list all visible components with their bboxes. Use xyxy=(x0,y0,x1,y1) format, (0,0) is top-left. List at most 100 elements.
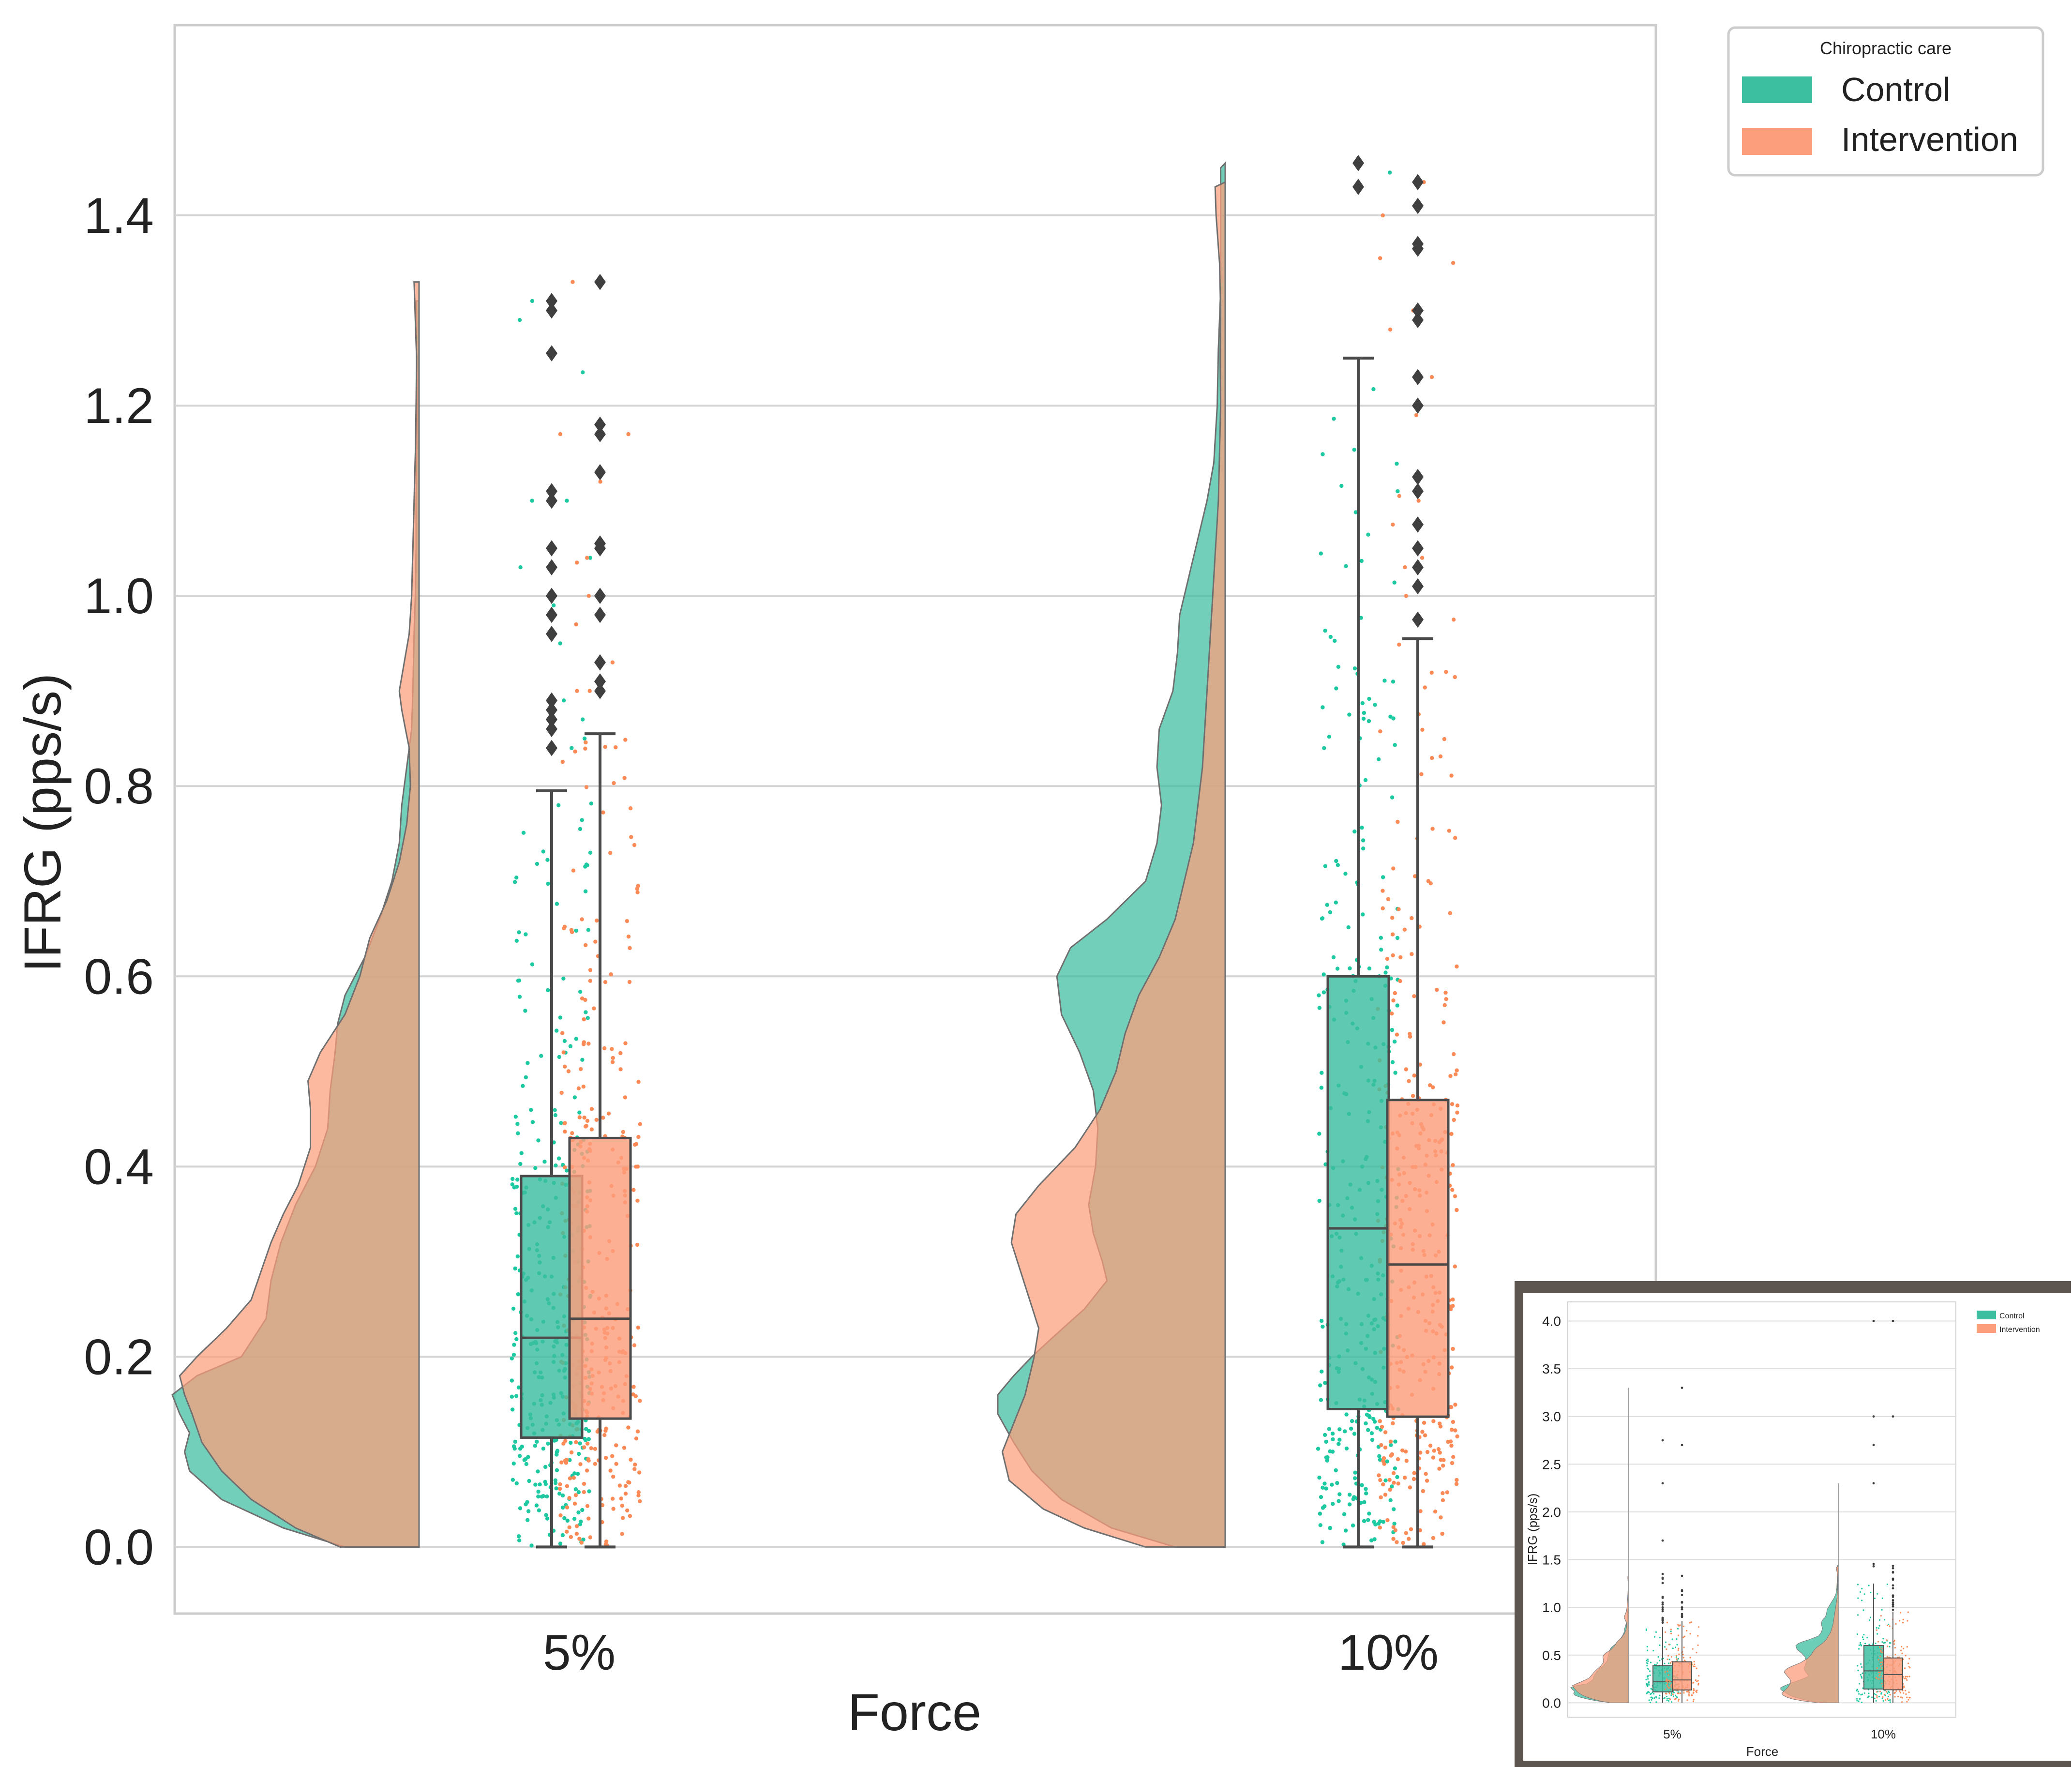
inset-data-point xyxy=(1886,1639,1888,1641)
data-point-control xyxy=(516,979,521,983)
inset-data-point xyxy=(1689,1657,1691,1659)
data-point-control xyxy=(562,1039,567,1043)
data-point-intervention xyxy=(565,1484,570,1488)
inset-data-point xyxy=(1887,1624,1889,1627)
outlier-control-5% xyxy=(546,721,557,738)
inset-data-point xyxy=(1693,1681,1695,1683)
x-tick-label: 10% xyxy=(1338,1625,1439,1681)
inset-data-point xyxy=(1881,1641,1883,1643)
data-point-intervention xyxy=(636,1325,641,1330)
data-point-control xyxy=(1362,1500,1366,1505)
outlier-intervention-5% xyxy=(594,673,606,690)
outlier-control-5% xyxy=(546,588,557,604)
data-point-intervention xyxy=(1424,1472,1428,1476)
data-point-intervention xyxy=(603,980,608,984)
data-point-intervention xyxy=(1449,1132,1454,1136)
data-point-intervention xyxy=(560,759,565,764)
data-point-intervention xyxy=(1428,881,1433,886)
inset-data-point xyxy=(1668,1679,1670,1681)
data-point-control xyxy=(1324,1486,1328,1491)
data-point-intervention xyxy=(1420,556,1425,560)
inset-box xyxy=(1883,1657,1903,1691)
data-point-control xyxy=(541,849,546,854)
inset-data-point xyxy=(1645,1678,1647,1680)
data-point-intervention xyxy=(1423,685,1427,690)
data-point-control xyxy=(530,498,534,503)
inset-data-point xyxy=(1676,1658,1678,1660)
outlier-intervention-10% xyxy=(1412,312,1424,329)
data-point-control xyxy=(535,1439,539,1444)
inset-data-point xyxy=(1693,1688,1695,1690)
inset-outlier xyxy=(1892,1587,1894,1590)
data-point-control xyxy=(1347,712,1351,717)
data-point-control xyxy=(543,1465,548,1469)
inset-data-point xyxy=(1878,1695,1880,1697)
data-point-intervention xyxy=(583,997,587,1002)
inset-data-point xyxy=(1647,1649,1649,1651)
inset-outlier xyxy=(1892,1415,1894,1418)
inset-data-point xyxy=(1908,1697,1910,1699)
data-point-intervention xyxy=(579,1067,583,1072)
data-point-intervention xyxy=(569,1450,574,1455)
data-point-intervention xyxy=(637,1470,642,1475)
data-point-intervention xyxy=(1450,1365,1454,1370)
inset-data-point xyxy=(1897,1695,1899,1697)
inset-data-point xyxy=(1893,1643,1895,1645)
data-point-intervention xyxy=(568,1476,572,1480)
data-point-intervention xyxy=(585,1441,590,1446)
inset-data-point xyxy=(1879,1619,1881,1621)
data-point-control xyxy=(1363,778,1368,783)
data-point-control xyxy=(552,603,556,608)
data-point-control xyxy=(565,498,569,503)
inset-outlier xyxy=(1872,1482,1875,1485)
inset-data-point xyxy=(1874,1598,1876,1600)
inset-outlier xyxy=(1892,1577,1894,1580)
data-point-control xyxy=(1343,1429,1347,1434)
data-point-control xyxy=(1318,1511,1322,1516)
outlier-intervention-10% xyxy=(1412,611,1424,628)
box-intervention-10% xyxy=(1386,1099,1450,1418)
data-point-intervention xyxy=(1455,1068,1459,1072)
inset-data-point xyxy=(1665,1641,1667,1643)
data-point-control xyxy=(1322,1481,1327,1486)
data-point-intervention xyxy=(1403,1476,1407,1480)
data-point-intervention xyxy=(1455,1208,1459,1212)
inset-data-point xyxy=(1878,1678,1880,1680)
data-point-control xyxy=(569,1440,573,1445)
data-point-intervention xyxy=(620,1503,625,1508)
outlier-control-5% xyxy=(546,606,557,623)
inset-data-point xyxy=(1651,1696,1652,1698)
inset-data-point xyxy=(1678,1653,1680,1655)
inset-data-point xyxy=(1876,1629,1877,1631)
data-point-control xyxy=(1376,1521,1381,1526)
data-point-control xyxy=(557,1156,561,1161)
data-point-control xyxy=(510,1478,515,1482)
data-point-control xyxy=(510,1378,514,1383)
inset-data-point xyxy=(1899,1691,1901,1694)
data-point-intervention xyxy=(558,1513,563,1518)
data-point-intervention xyxy=(1444,670,1448,674)
inset-data-point xyxy=(1861,1693,1863,1695)
inset-data-point xyxy=(1676,1696,1678,1698)
data-point-control xyxy=(514,1337,519,1342)
y-tick-label: 0.2 xyxy=(84,1329,154,1385)
data-point-control xyxy=(545,1516,550,1521)
data-point-control xyxy=(583,1436,587,1441)
data-point-intervention xyxy=(1398,979,1402,983)
data-point-intervention xyxy=(1420,727,1425,732)
inset-outlier xyxy=(1681,1387,1683,1389)
data-point-intervention xyxy=(1450,1188,1455,1192)
data-point-intervention xyxy=(1395,1032,1399,1037)
data-point-control xyxy=(561,976,566,981)
data-point-control xyxy=(542,1160,547,1164)
inset-data-point xyxy=(1677,1700,1680,1702)
inset-data-point xyxy=(1646,1660,1648,1661)
inset-data-point xyxy=(1900,1649,1902,1651)
outlier-control-5% xyxy=(546,702,557,718)
data-point-intervention xyxy=(585,1504,590,1508)
data-point-intervention xyxy=(610,1060,615,1064)
data-point-control xyxy=(554,1486,558,1491)
inset-data-point xyxy=(1678,1698,1680,1701)
inset-data-point xyxy=(1908,1676,1910,1677)
data-point-control xyxy=(1366,719,1371,724)
